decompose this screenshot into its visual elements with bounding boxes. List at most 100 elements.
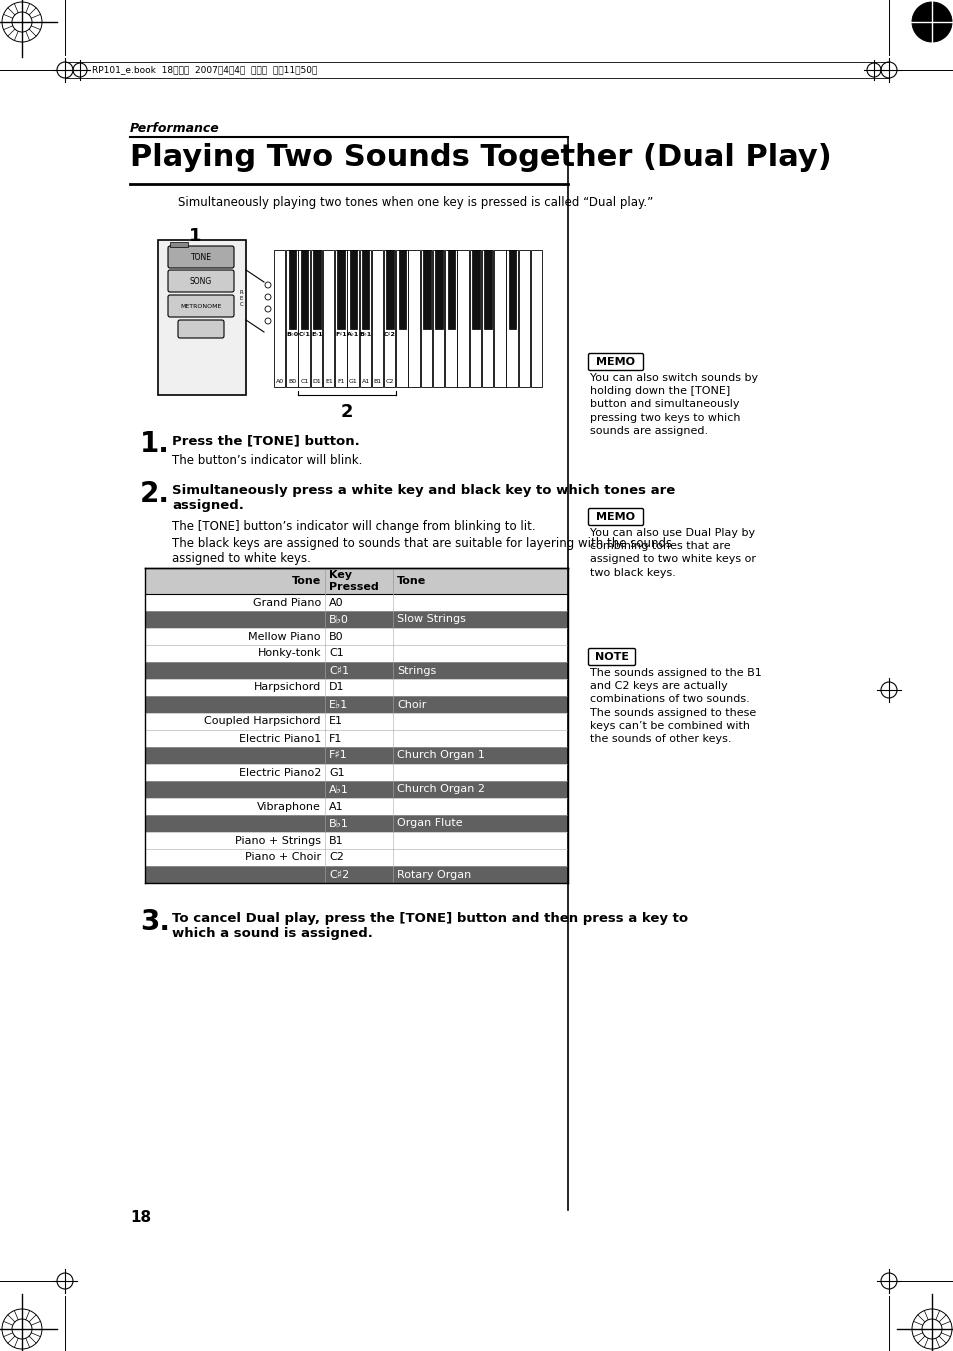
Bar [145, 611, 567, 628]
Text: G1: G1 [329, 767, 344, 777]
Bar [145, 866, 567, 884]
Text: Honky-tonk: Honky-tonk [257, 648, 320, 658]
FancyBboxPatch shape [588, 648, 635, 666]
Bar [420, 250, 432, 386]
Bar [398, 250, 406, 330]
Text: Electric Piano2: Electric Piano2 [238, 767, 320, 777]
Text: MEMO: MEMO [596, 512, 635, 521]
Text: 3.: 3. [140, 908, 170, 936]
Text: Piano + Choir: Piano + Choir [245, 852, 320, 862]
Bar [494, 250, 505, 386]
Text: B♭0: B♭0 [329, 615, 349, 624]
Bar [145, 713, 567, 730]
Bar [435, 250, 442, 330]
Bar [298, 250, 310, 386]
Text: A0: A0 [329, 597, 343, 608]
Bar [145, 798, 567, 815]
Bar [145, 730, 567, 747]
Text: The black keys are assigned to sounds that are suitable for layering with the so: The black keys are assigned to sounds th… [172, 536, 672, 565]
Bar [145, 594, 567, 611]
Bar [158, 240, 246, 394]
Bar [433, 250, 444, 386]
Bar [469, 250, 480, 386]
Bar [386, 250, 394, 330]
Bar [422, 250, 430, 330]
Text: Press the [TONE] button.: Press the [TONE] button. [172, 434, 359, 447]
Text: 2: 2 [341, 403, 354, 422]
Text: Electric Piano1: Electric Piano1 [238, 734, 320, 743]
Text: B♭0: B♭0 [286, 332, 298, 338]
Bar [145, 765, 567, 781]
Text: Playing Two Sounds Together (Dual Play): Playing Two Sounds Together (Dual Play) [130, 143, 831, 172]
Bar [472, 250, 479, 330]
Bar [359, 250, 371, 386]
Text: RP101_e.book  18ページ  2007年4月4日  水曜日  午前11時50分: RP101_e.book 18ページ 2007年4月4日 水曜日 午前11時50… [91, 65, 317, 74]
Bar [145, 567, 567, 594]
Text: C1: C1 [300, 380, 309, 384]
Bar [347, 250, 358, 386]
Text: F1: F1 [337, 380, 345, 384]
Bar [145, 696, 567, 713]
Bar [456, 250, 468, 386]
Text: Rotary Organ: Rotary Organ [396, 870, 471, 880]
Text: 1.: 1. [140, 430, 170, 458]
Text: 1: 1 [189, 227, 201, 245]
Text: C♯1: C♯1 [329, 666, 349, 676]
Bar [445, 250, 456, 386]
Text: R
E
C: R E C [240, 290, 244, 307]
Bar [408, 250, 419, 386]
Bar [372, 250, 383, 386]
Text: F1: F1 [329, 734, 342, 743]
Text: Harpsichord: Harpsichord [253, 682, 320, 693]
Text: The [TONE] button’s indicator will change from blinking to lit.: The [TONE] button’s indicator will chang… [172, 520, 535, 534]
Bar [481, 250, 493, 386]
Text: E1: E1 [329, 716, 343, 727]
Text: The sounds assigned to the B1
and C2 keys are actually
combinations of two sound: The sounds assigned to the B1 and C2 key… [589, 667, 760, 744]
Text: B♭1: B♭1 [329, 819, 349, 828]
Bar [518, 250, 530, 386]
FancyBboxPatch shape [588, 354, 643, 370]
Text: METRONOME: METRONOME [180, 304, 221, 308]
Text: Grand Piano: Grand Piano [253, 597, 320, 608]
Text: B0: B0 [329, 631, 343, 642]
Text: Mellow Piano: Mellow Piano [248, 631, 320, 642]
Text: A♭1: A♭1 [329, 785, 349, 794]
Text: G1: G1 [349, 380, 357, 384]
Text: B0: B0 [288, 380, 296, 384]
Bar [350, 250, 356, 330]
Bar [145, 680, 567, 696]
Text: You can also use Dual Play by
combining tones that are
assigned to two white key: You can also use Dual Play by combining … [589, 528, 755, 578]
Bar [530, 250, 541, 386]
Text: SONG: SONG [190, 277, 212, 285]
Bar [145, 815, 567, 832]
Bar [170, 242, 188, 247]
Text: E♭1: E♭1 [311, 332, 322, 338]
Text: Key
Pressed: Key Pressed [329, 570, 378, 592]
Text: B♭1: B♭1 [359, 332, 372, 338]
Text: Choir: Choir [396, 700, 426, 709]
Text: Church Organ 2: Church Organ 2 [396, 785, 484, 794]
Text: Church Organ 1: Church Organ 1 [396, 751, 484, 761]
Text: Coupled Harpsichord: Coupled Harpsichord [204, 716, 320, 727]
Bar [361, 250, 369, 330]
FancyBboxPatch shape [168, 270, 233, 292]
Bar [145, 662, 567, 680]
Text: NOTE: NOTE [595, 653, 628, 662]
Text: Tone: Tone [292, 576, 320, 586]
Bar [288, 250, 295, 330]
Bar [447, 250, 455, 330]
Circle shape [911, 1, 951, 42]
Bar [145, 747, 567, 765]
Text: A1: A1 [361, 380, 370, 384]
Text: E♭1: E♭1 [329, 700, 348, 709]
Bar [145, 832, 567, 848]
Bar [313, 250, 320, 330]
Text: Organ Flute: Organ Flute [396, 819, 462, 828]
Text: Simultaneously playing two tones when one key is pressed is called “Dual play.”: Simultaneously playing two tones when on… [178, 196, 653, 209]
Text: The button’s indicator will blink.: The button’s indicator will blink. [172, 454, 362, 467]
Bar [145, 628, 567, 644]
Bar [286, 250, 297, 386]
Text: 18: 18 [130, 1210, 151, 1225]
Text: Performance: Performance [130, 122, 219, 135]
Text: Piano + Strings: Piano + Strings [234, 835, 320, 846]
